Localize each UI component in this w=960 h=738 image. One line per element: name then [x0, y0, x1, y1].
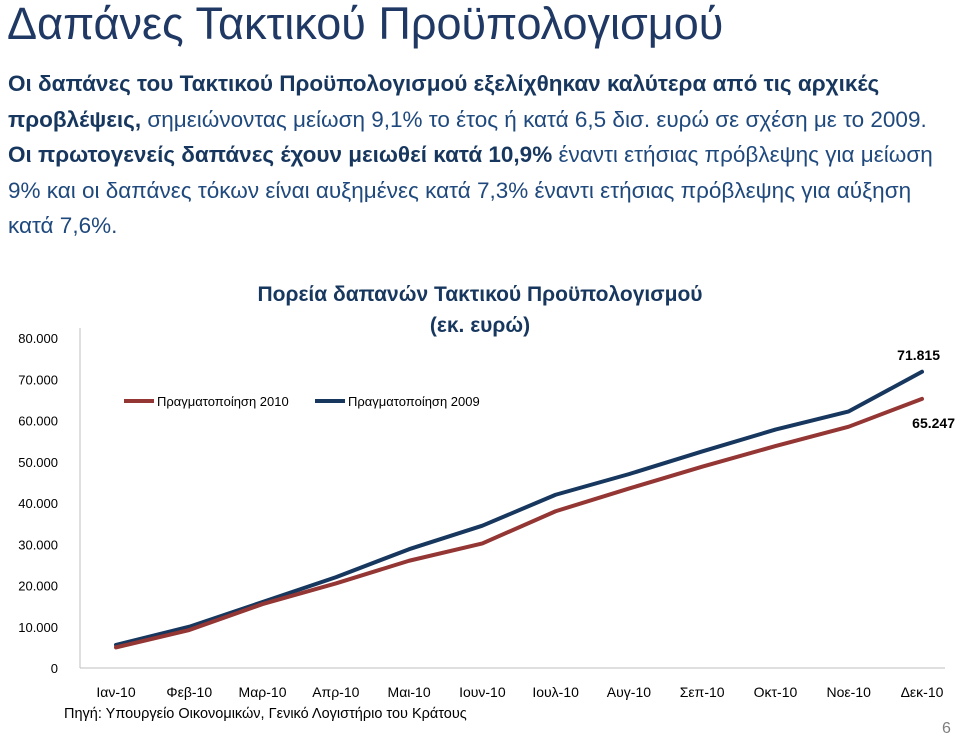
- legend-label: Πραγματοποίηση 2009: [348, 394, 480, 409]
- series-end-label: 65.247: [912, 415, 955, 431]
- paragraph-2-rest: έναντι ετήσιας πρόβλεψης για μείωση 9% κ…: [8, 142, 933, 238]
- x-tick-label: Φεβ-10: [166, 684, 212, 700]
- x-tick-label: Ιουν-10: [459, 684, 506, 700]
- paragraph-1-bold: Οι δαπάνες του Τακτικού Προϋπολογισμού ε…: [8, 71, 880, 132]
- legend-label: Πραγματοποίηση 2010: [157, 394, 289, 409]
- y-tick-label: 30.000: [18, 537, 58, 552]
- paragraph-1-rest: σημειώνοντας μείωση 9,1% το έτος ή κατά …: [141, 106, 927, 132]
- x-tick-label: Δεκ-10: [901, 684, 944, 700]
- x-tick-label: Οκτ-10: [754, 684, 798, 700]
- paragraph-1: Οι δαπάνες του Τακτικού Προϋπολογισμού ε…: [8, 66, 953, 137]
- x-tick-label: Νοε-10: [827, 684, 872, 700]
- chart-title-line2: (εκ. ευρώ): [430, 314, 530, 337]
- slide-title: Δαπάνες Τακτικού Προϋπολογισμού: [7, 0, 724, 49]
- y-tick-label: 10.000: [18, 620, 58, 635]
- y-tick-label: 80.000: [18, 331, 58, 346]
- series-line: [114, 369, 924, 647]
- x-tick-label: Αυγ-10: [607, 684, 651, 700]
- chart-series: 65.247 71.815: [114, 347, 955, 650]
- paragraph-2-bold: Οι πρωτογενείς δαπάνες έχουν μειωθεί κατ…: [8, 142, 553, 167]
- source-note: Πηγή: Υπουργείο Οικονομικών, Γενικό Λογι…: [64, 706, 467, 722]
- chart-legend: Πραγματοποίηση 2010 Πραγματοποίηση 2009: [124, 394, 480, 409]
- y-tick-label: 0: [51, 661, 58, 676]
- x-tick-label: Μαι-10: [388, 684, 431, 700]
- y-tick-label: 70.000: [18, 372, 58, 387]
- x-tick-label: Σεπ-10: [680, 684, 725, 700]
- chart-axes: 0 10.000 20.000 30.000 40.000 50.000 60.000 70.…: [18, 328, 945, 700]
- x-tick-label: Μαρ-10: [239, 684, 287, 700]
- page-number: 6: [942, 720, 951, 737]
- y-tick-label: 40.000: [18, 496, 58, 511]
- x-tick-label: Ιαν-10: [96, 684, 135, 700]
- y-tick-label: 50.000: [18, 455, 58, 470]
- series-line: [114, 396, 924, 650]
- y-tick-label: 60.000: [18, 414, 58, 429]
- x-tick-label: Ιουλ-10: [532, 684, 579, 700]
- series-end-label: 71.815: [897, 347, 940, 363]
- summary-text: Οι δαπάνες του Τακτικού Προϋπολογισμού ε…: [8, 66, 953, 244]
- expenditure-line-chart: Πορεία δαπανών Τακτικού Προϋπολογισμού (…: [18, 283, 955, 700]
- x-tick-label: Απρ-10: [312, 684, 359, 700]
- y-tick-label: 20.000: [18, 579, 58, 594]
- paragraph-2: Οι πρωτογενείς δαπάνες έχουν μειωθεί κατ…: [8, 137, 953, 244]
- chart-title-line1: Πορεία δαπανών Τακτικού Προϋπολογισμού: [257, 283, 702, 306]
